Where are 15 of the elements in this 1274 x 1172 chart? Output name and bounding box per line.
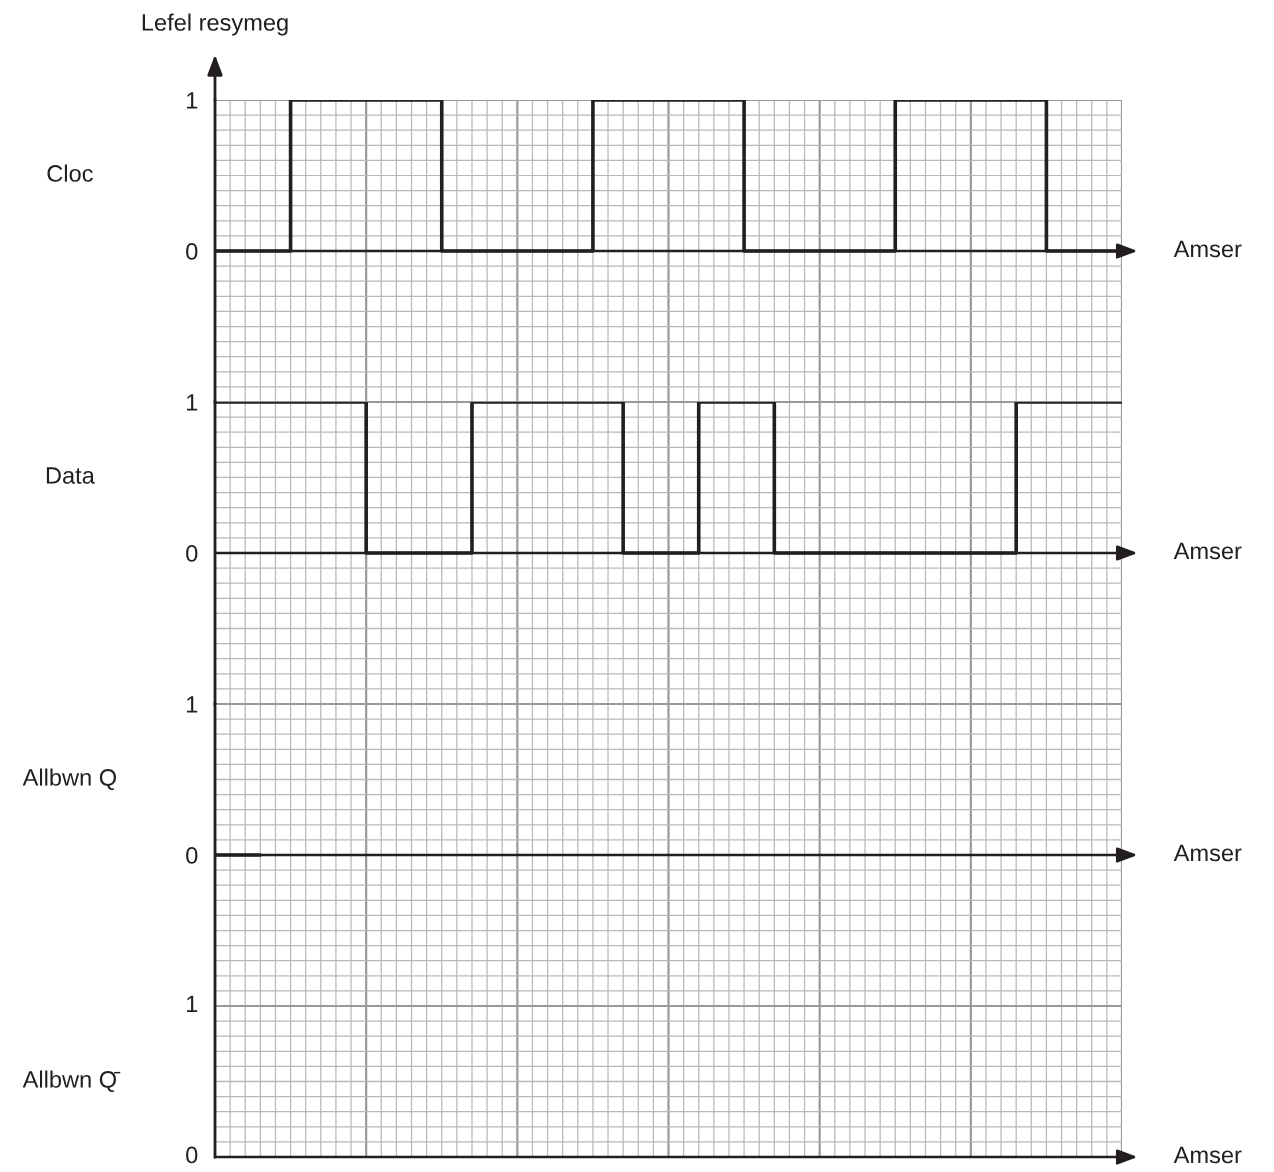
x-axis-title: Amser bbox=[1173, 542, 1242, 560]
y-tick-label: 1 bbox=[187, 394, 198, 411]
y-tick-label: 0 bbox=[186, 847, 198, 864]
text: Allbwn Q̄ bbox=[22, 1070, 121, 1093]
text: Amser bbox=[1173, 1146, 1242, 1164]
y-axis-title: Allbwn Q bbox=[22, 768, 116, 791]
y-tick-label: 0 bbox=[186, 545, 198, 562]
y-tick-label: 0 bbox=[186, 243, 198, 260]
y-axis-title: Cloc bbox=[47, 164, 93, 182]
chart-title: Lefel resymeg bbox=[142, 13, 288, 36]
x-axis-title: Amser bbox=[1173, 844, 1242, 862]
x-axis-title: Amser bbox=[1173, 240, 1242, 258]
y-axis-title: Data bbox=[46, 467, 95, 484]
y-tick-label: 1 bbox=[187, 696, 198, 713]
y-tick-label: 1 bbox=[187, 92, 198, 109]
